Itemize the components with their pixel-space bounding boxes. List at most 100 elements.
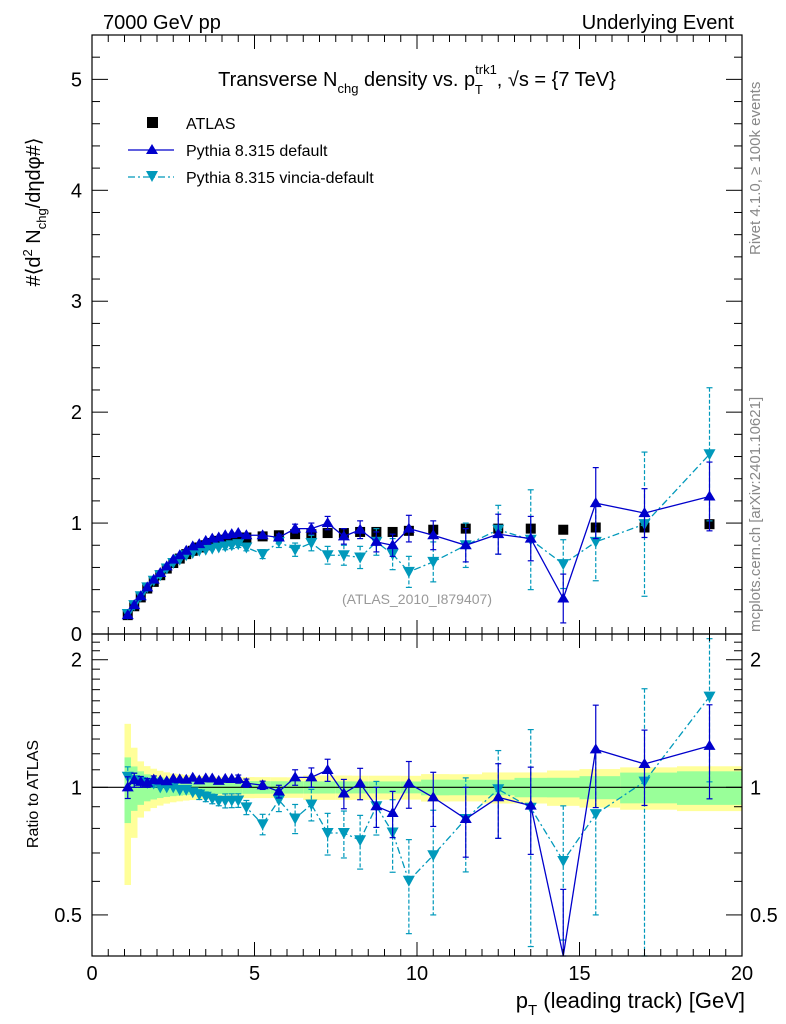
default-marker xyxy=(370,535,383,546)
atlas-marker xyxy=(387,526,398,537)
ratio-default-marker xyxy=(459,812,472,823)
default-marker xyxy=(337,530,350,541)
default-marker xyxy=(703,490,716,501)
ratio-tick-label-left: 0.5 xyxy=(54,905,82,927)
default-marker xyxy=(402,522,415,533)
ratio-panel: 0 5 10 15 20 0.5 0.5 1 1 2 2 xyxy=(54,633,778,985)
legend: ATLAS Pythia 8.315 default Pythia 8.315 … xyxy=(128,116,374,187)
main-data-layer xyxy=(121,387,716,624)
ratio-vincia-marker xyxy=(589,809,602,821)
atlas-marker xyxy=(233,532,244,543)
default-marker xyxy=(147,573,160,584)
default-marker xyxy=(167,553,180,564)
default-marker xyxy=(492,528,505,539)
default-marker xyxy=(180,544,193,555)
ratio-default-marker xyxy=(121,781,134,792)
default-marker xyxy=(589,497,602,508)
atlas-marker xyxy=(558,524,569,535)
ratio-default-marker xyxy=(232,773,245,784)
ratio-vincia-marker xyxy=(427,850,440,862)
ratio-band-stat xyxy=(137,771,144,805)
default-marker xyxy=(272,531,285,542)
ratio-default-marker xyxy=(141,776,154,787)
atlas-marker xyxy=(322,528,333,539)
ratio-vincia-marker xyxy=(337,828,350,840)
mcplots-label: mcplots.cern.ch [arXiv:2401.10621] xyxy=(747,397,764,632)
y-tick-label: 4 xyxy=(71,180,82,202)
x-tick-label: 5 xyxy=(249,963,260,985)
default-marker xyxy=(193,538,206,549)
vincia-marker xyxy=(256,549,269,561)
ratio-default-marker xyxy=(337,787,350,798)
ratio-tick-label-left: 2 xyxy=(71,650,82,672)
ratio-default-marker xyxy=(703,739,716,750)
atlas-marker xyxy=(220,534,231,545)
default-marker xyxy=(524,532,537,543)
ratio-default-marker xyxy=(256,779,269,790)
header-right: Underlying Event xyxy=(582,12,735,34)
ratio-data-layer xyxy=(92,638,742,957)
vincia-marker xyxy=(703,449,716,461)
plot-title: Transverse Nchg density vs. ptrk1 T, √s =… xyxy=(218,62,616,97)
rivet-label: Rivet 4.1.0, ≥ 100k events xyxy=(747,82,764,255)
default-marker xyxy=(128,599,141,610)
ratio-vincia-marker xyxy=(289,813,302,825)
atlas-marker xyxy=(207,538,218,549)
vincia-marker xyxy=(427,556,440,568)
ratio-vincia-marker xyxy=(557,855,570,867)
vincia-marker xyxy=(337,550,350,562)
ratio-vincia-marker xyxy=(232,795,245,807)
vincia-marker xyxy=(289,544,302,556)
y-tick-label: 2 xyxy=(71,402,82,424)
ratio-default-marker xyxy=(186,771,199,782)
vincia-marker xyxy=(589,536,602,548)
default-marker xyxy=(134,590,147,601)
ratio-vincia-marker xyxy=(354,835,367,847)
ratio-vincia-marker xyxy=(321,828,334,840)
default-marker xyxy=(427,529,440,540)
x-tick-label: 15 xyxy=(568,963,590,985)
default-marker xyxy=(557,592,570,603)
ratio-default-marker xyxy=(305,771,318,782)
vincia-marker xyxy=(354,552,367,564)
y-tick-label: 3 xyxy=(71,291,82,313)
legend-marker-atlas xyxy=(147,117,158,128)
ratio-default-marker xyxy=(240,777,253,788)
y-axis-label: #⟨d2 Nchg/dηdφ#⟩ xyxy=(20,137,49,286)
default-marker xyxy=(638,507,651,518)
default-marker xyxy=(154,566,167,577)
ratio-default-marker xyxy=(492,791,505,802)
default-marker xyxy=(289,522,302,533)
ratio-vincia-marker xyxy=(402,875,415,887)
default-marker xyxy=(121,609,134,620)
analysis-id: (ATLAS_2010_I879407) xyxy=(342,591,492,607)
ratio-tick-label-left: 1 xyxy=(71,777,82,799)
ratio-vincia-marker xyxy=(240,802,253,814)
default-marker xyxy=(141,581,154,592)
legend-label-atlas: ATLAS xyxy=(186,116,236,133)
ratio-default-marker xyxy=(354,777,367,788)
ratio-default-marker xyxy=(402,777,415,788)
legend-label-vincia: Pythia 8.315 vincia-default xyxy=(186,170,374,187)
ratio-default-marker xyxy=(589,743,602,754)
ratio-tick-label-right: 1 xyxy=(750,777,761,799)
legend-marker-default xyxy=(146,144,158,154)
default-marker xyxy=(354,523,367,534)
vincia-marker xyxy=(232,539,245,551)
ratio-default-marker xyxy=(427,791,440,802)
default-marker xyxy=(386,539,399,550)
x-tick-label: 0 xyxy=(86,963,97,985)
ratio-default-marker xyxy=(272,785,285,796)
x-tick-label: 20 xyxy=(731,963,753,985)
y-tick-label: 0 xyxy=(71,624,82,646)
legend-label-default: Pythia 8.315 default xyxy=(186,143,328,160)
ratio-tick-label-right: 0.5 xyxy=(750,905,778,927)
y-tick-label: 1 xyxy=(71,513,82,535)
default-marker xyxy=(240,529,253,540)
atlas-marker xyxy=(290,529,301,540)
default-marker xyxy=(305,522,318,533)
vincia-marker xyxy=(557,559,570,571)
ratio-vincia-marker xyxy=(305,799,318,811)
header-left: 7000 GeV pp xyxy=(103,12,221,34)
x-tick-label: 10 xyxy=(406,963,428,985)
